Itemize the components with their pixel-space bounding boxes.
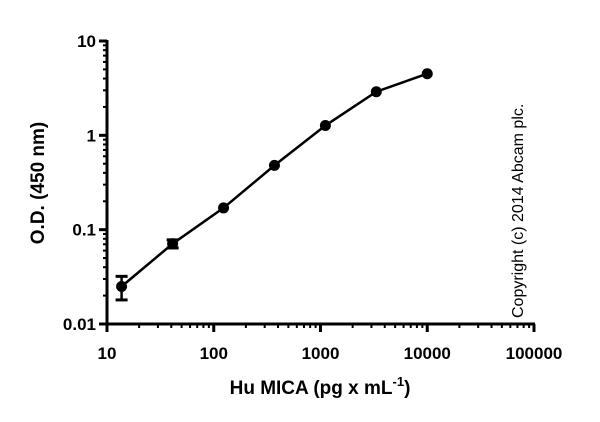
y-tick-label: 0.1	[72, 221, 96, 240]
data-point	[370, 86, 382, 98]
x-tick-label: 10	[98, 344, 117, 363]
y-tick-label: 0.01	[63, 315, 96, 334]
data-series	[115, 68, 433, 302]
data-point	[319, 120, 331, 132]
y-tick-label: 10	[77, 32, 96, 51]
x-tick-label: 100	[200, 344, 228, 363]
data-point	[167, 238, 179, 250]
data-point	[421, 68, 433, 80]
data-point	[218, 202, 230, 214]
x-axis-title: Hu MICA (pg x mL-1)	[230, 374, 411, 399]
y-axis-title: O.D. (450 nm)	[28, 122, 49, 244]
data-point	[268, 159, 280, 171]
copyright-notice: Copyright (c) 2014 Abcam plc.	[510, 104, 527, 318]
y-axis: 0.01 0.1 1 10	[63, 32, 109, 334]
x-axis: 10 100 1000 10000 100000	[98, 322, 563, 363]
x-tick-label: 100000	[506, 344, 563, 363]
data-point	[116, 280, 128, 292]
curve-line	[120, 72, 428, 288]
y-tick-label: 1	[87, 126, 96, 145]
x-tick-label: 1000	[302, 344, 340, 363]
x-tick-label: 10000	[404, 344, 451, 363]
